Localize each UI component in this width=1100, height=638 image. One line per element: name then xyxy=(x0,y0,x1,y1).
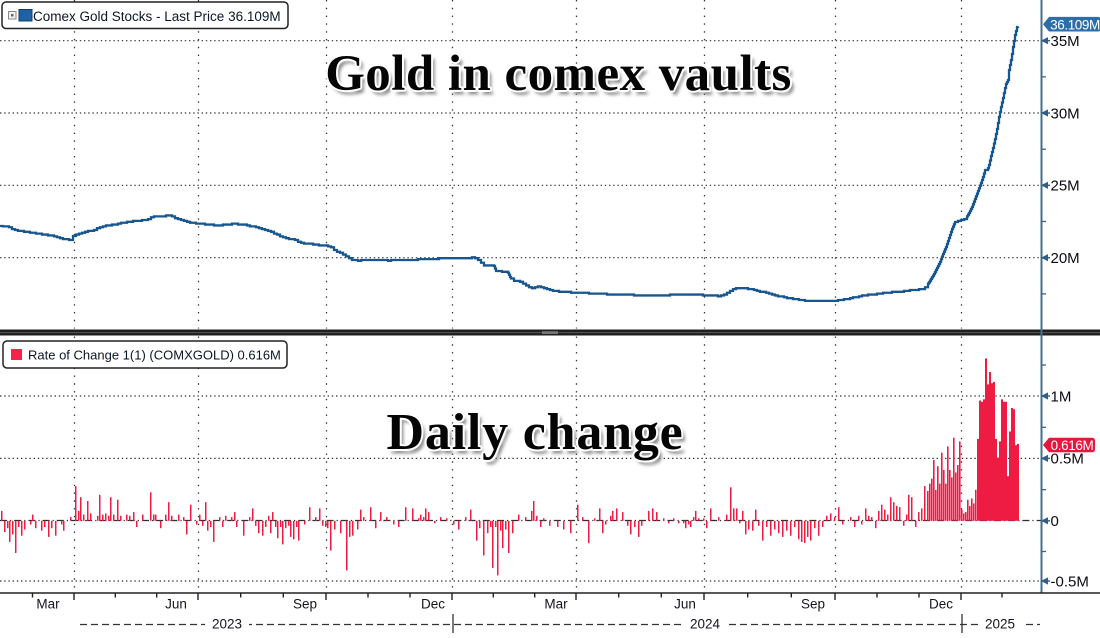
svg-text:Mar: Mar xyxy=(36,597,60,612)
svg-text:Daily change: Daily change xyxy=(390,409,687,466)
svg-text:Dec: Dec xyxy=(929,597,953,612)
svg-text:0.616M: 0.616M xyxy=(1051,438,1094,453)
svg-text:36.109M: 36.109M xyxy=(1050,17,1100,32)
svg-text:2023: 2023 xyxy=(212,617,242,632)
svg-text:Daily change: Daily change xyxy=(386,404,683,461)
svg-text:Rate of Change 1(1) (COMXGOLD): Rate of Change 1(1) (COMXGOLD) 0.616M xyxy=(28,348,281,363)
svg-text:2024: 2024 xyxy=(690,617,721,632)
svg-text:Sep: Sep xyxy=(293,597,317,612)
svg-text:Sep: Sep xyxy=(801,597,825,612)
svg-text:-0.5M: -0.5M xyxy=(1051,573,1089,590)
svg-text:Gold in comex vaults: Gold in comex vaults xyxy=(325,46,792,102)
svg-text:Dec: Dec xyxy=(421,597,445,612)
svg-text:25M: 25M xyxy=(1051,178,1080,195)
svg-text:30M: 30M xyxy=(1051,105,1080,122)
svg-text:Comex Gold Stocks - Last Price: Comex Gold Stocks - Last Price 36.109M xyxy=(33,9,281,24)
svg-text:0: 0 xyxy=(1051,513,1059,530)
svg-text:35M: 35M xyxy=(1051,33,1080,50)
svg-text:0.5M: 0.5M xyxy=(1051,451,1084,468)
svg-text:Gold in comex vaults: Gold in comex vaults xyxy=(329,51,796,107)
svg-text:Mar: Mar xyxy=(544,597,568,612)
svg-text:1M: 1M xyxy=(1051,388,1072,405)
svg-text:Jun: Jun xyxy=(165,597,187,612)
svg-text:Jun: Jun xyxy=(674,597,696,612)
svg-text:20M: 20M xyxy=(1051,250,1080,267)
svg-text:2025: 2025 xyxy=(985,617,1015,632)
